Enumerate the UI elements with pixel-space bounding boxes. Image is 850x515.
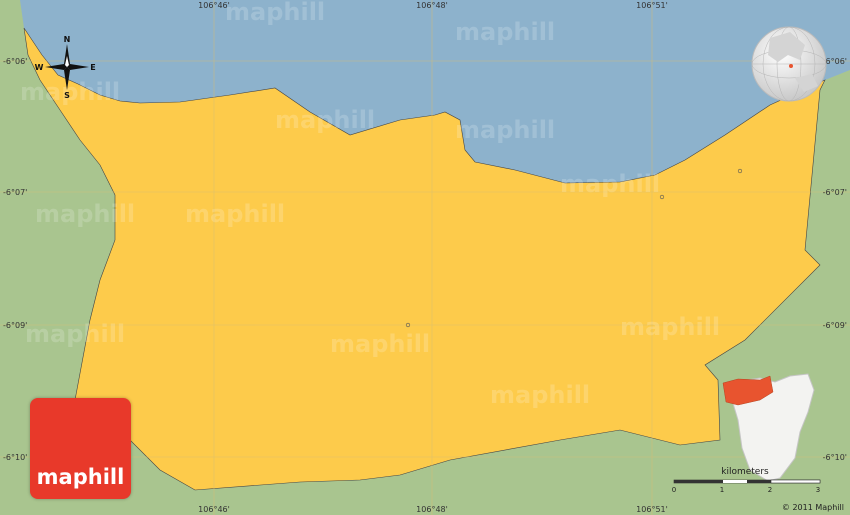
svg-text:maphill: maphill: [455, 18, 555, 46]
right-lat-label: -6°10': [823, 453, 847, 462]
sea-area: [20, 0, 850, 183]
svg-text:maphill: maphill: [185, 200, 285, 228]
bottom-lon-label: 106°51': [636, 505, 668, 514]
svg-text:maphill: maphill: [455, 116, 555, 144]
maphill-logo[interactable]: maphill: [30, 398, 131, 499]
top-lon-label: 106°48': [416, 1, 448, 10]
scale-title: kilometers: [721, 467, 769, 477]
svg-text:maphill: maphill: [560, 170, 660, 198]
scale-tick: 3: [816, 486, 820, 494]
region-shape[interactable]: [23, 27, 826, 491]
scale-tick: 2: [768, 486, 772, 494]
left-lat-label: -6°10': [3, 453, 27, 462]
scale-bar: kilometers 0 1 2 3: [672, 467, 821, 494]
svg-text:maphill: maphill: [620, 313, 720, 341]
svg-text:maphill: maphill: [490, 381, 590, 409]
right-lat-label: -6°06': [823, 57, 847, 66]
inset-locator: [722, 373, 815, 482]
top-lon-label: 106°51': [636, 1, 668, 10]
inset-highlight-shape: [722, 375, 774, 406]
svg-text:maphill: maphill: [330, 330, 430, 358]
place-dot[interactable]: [737, 168, 743, 174]
right-lat-label: -6°09': [823, 321, 847, 330]
coordinate-labels: 106°46' 106°48' 106°51' 106°46' 106°48' …: [3, 1, 847, 514]
left-lat-label: -6°06': [3, 57, 27, 66]
scale-tick: 1: [720, 486, 724, 494]
left-lat-label: -6°09': [3, 321, 27, 330]
place-dot[interactable]: [405, 322, 411, 328]
compass-n: N: [64, 35, 71, 44]
location-marker-icon: [789, 64, 793, 68]
scale-tick: 0: [672, 486, 676, 494]
right-lat-label: -6°07': [823, 188, 847, 197]
svg-text:maphill: maphill: [225, 0, 325, 26]
copyright-text: © 2011 Maphill: [781, 503, 844, 512]
left-lat-label: -6°07': [3, 188, 27, 197]
top-lon-label: 106°46': [198, 1, 230, 10]
compass-rose: N S E W: [35, 35, 96, 100]
compass-w: W: [35, 63, 44, 72]
svg-text:maphill: maphill: [25, 320, 125, 348]
globe-locator-icon: [751, 26, 827, 102]
watermark-layer: maphill maphill maphill maphill maphill …: [20, 0, 720, 409]
svg-text:maphill: maphill: [20, 78, 120, 106]
svg-text:maphill: maphill: [275, 106, 375, 134]
bottom-lon-label: 106°46': [198, 505, 230, 514]
logo-text: maphill: [36, 465, 125, 489]
bottom-lon-label: 106°48': [416, 505, 448, 514]
compass-e: E: [90, 63, 95, 72]
svg-text:maphill: maphill: [35, 200, 135, 228]
compass-s: S: [64, 91, 70, 100]
compass-star-icon: [45, 44, 89, 90]
place-dot[interactable]: [659, 194, 665, 200]
